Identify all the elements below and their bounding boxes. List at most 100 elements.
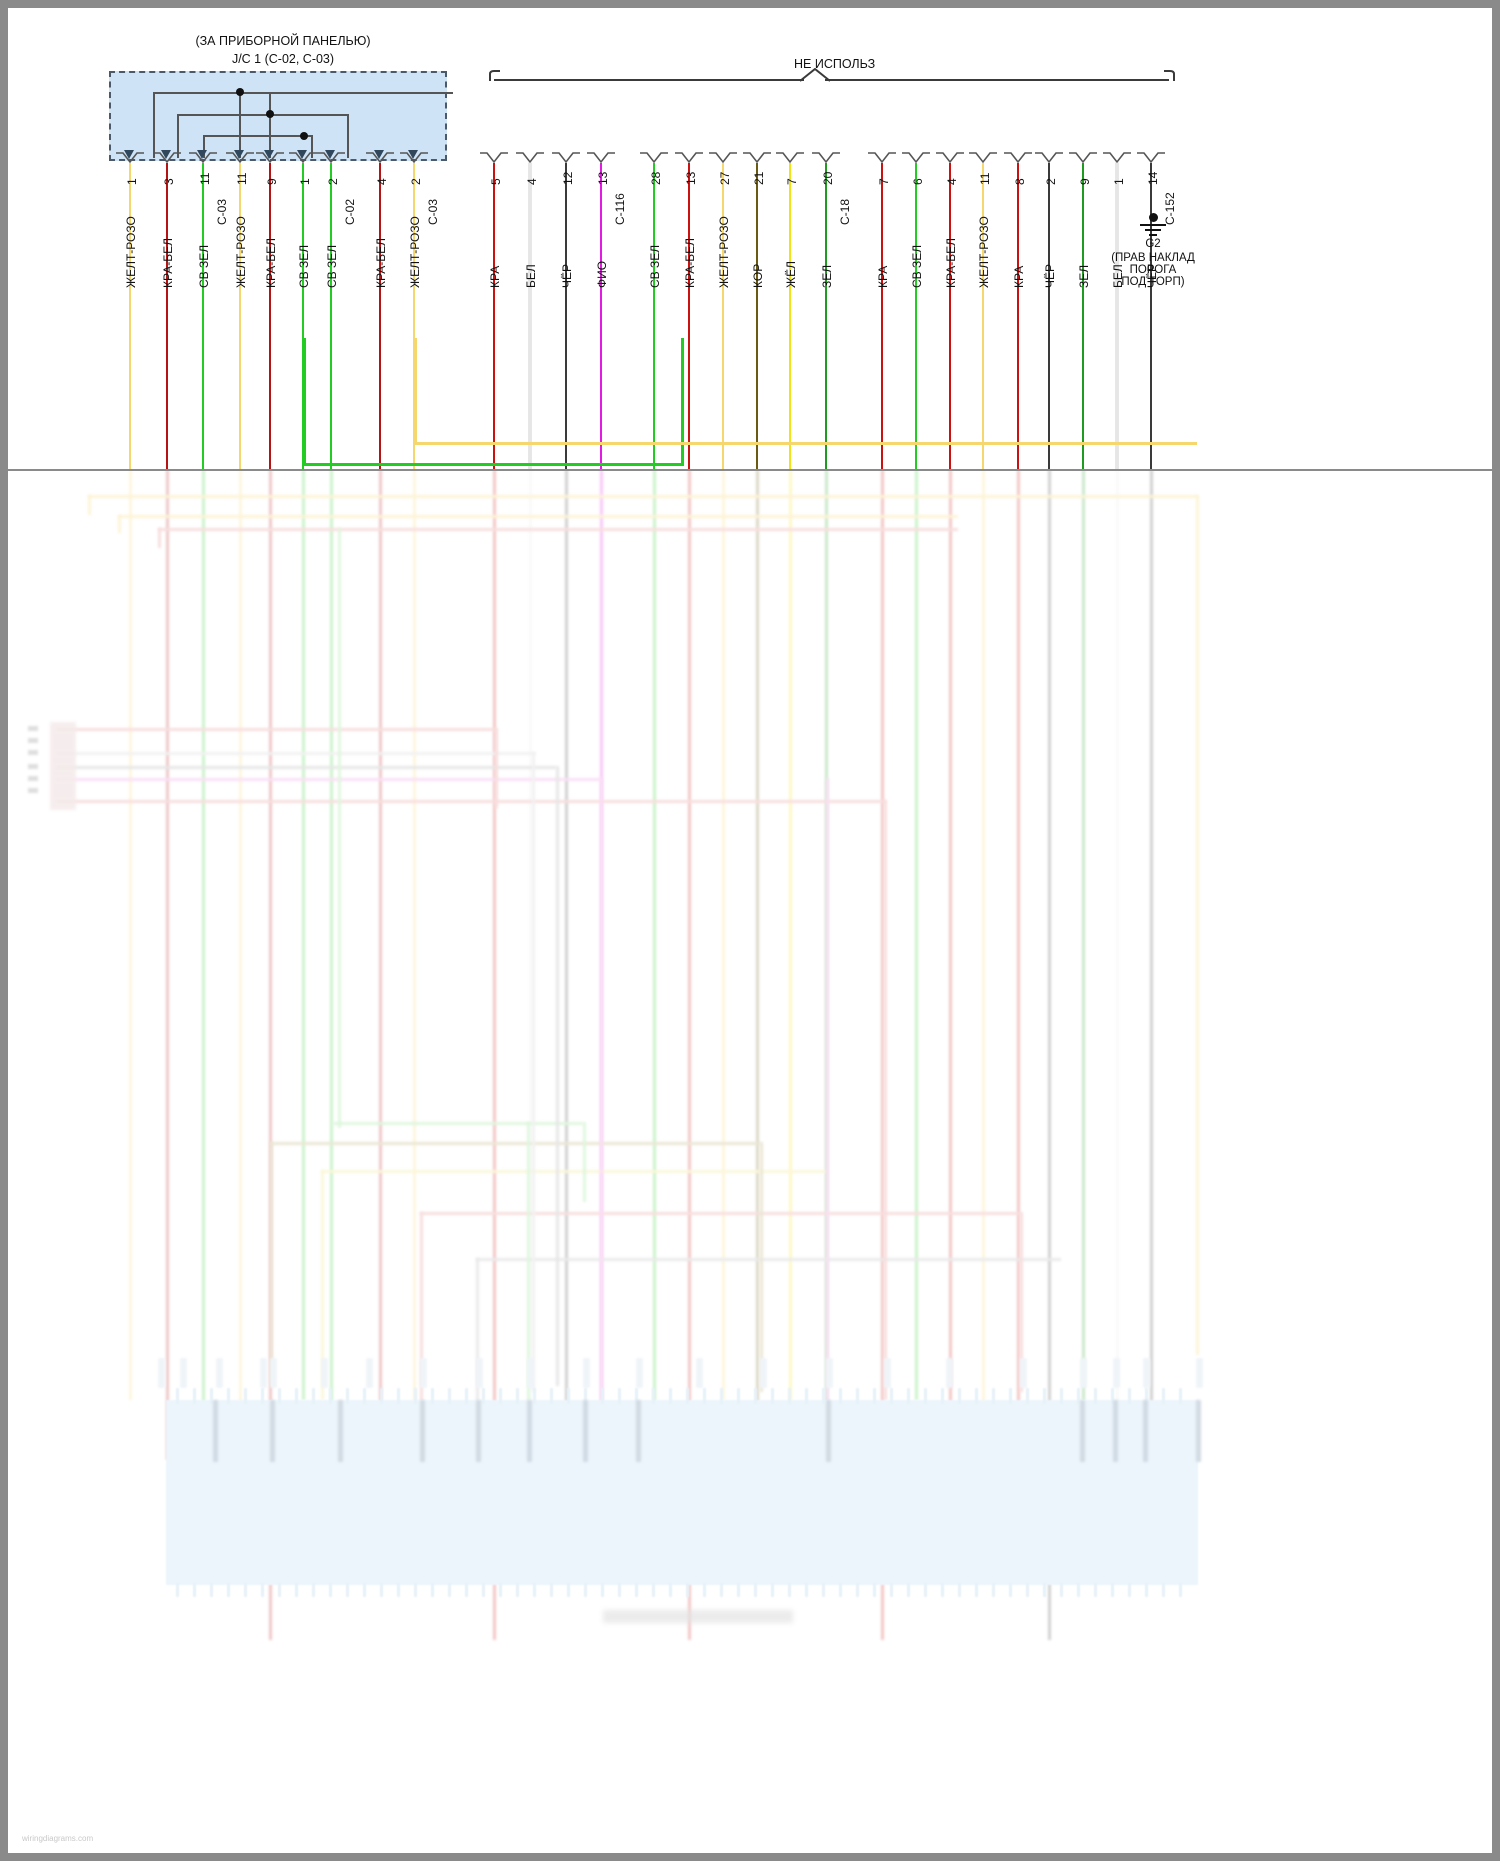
wire-line xyxy=(330,163,332,470)
bottom-connector-pin xyxy=(1060,1388,1063,1404)
wire-pin-number: 9 xyxy=(265,178,279,185)
connector-notch-icon xyxy=(1069,152,1097,164)
connector-notch-icon xyxy=(153,152,181,164)
wire-pin-number: 13 xyxy=(684,171,698,185)
unused-group-end-right-icon xyxy=(1164,70,1175,81)
jc-arrow xyxy=(264,150,274,159)
bottom-connector-pin xyxy=(737,1583,740,1597)
faded-terminal-stub xyxy=(636,1358,643,1388)
wire-color-label: КРА xyxy=(1012,265,1026,288)
bottom-connector-pin xyxy=(584,1388,587,1404)
bottom-connector-pin xyxy=(261,1388,264,1404)
route-yellow-h xyxy=(414,442,1197,445)
bottom-connector-pin xyxy=(771,1583,774,1597)
wire-line xyxy=(915,163,917,470)
bottom-connector-pin xyxy=(1009,1388,1012,1404)
bottom-connector-pin xyxy=(992,1583,995,1597)
wire-line xyxy=(413,163,415,470)
faded-terminal-stub xyxy=(321,1358,328,1388)
wire-pin-number: 6 xyxy=(911,178,925,185)
wire-color-label: СВ ЗЕЛ xyxy=(197,244,211,288)
wire-line xyxy=(1150,163,1152,470)
wire-color-label: ЖЕЛТ-РОЗО xyxy=(408,216,422,288)
bottom-connector-terminal xyxy=(1143,1400,1148,1462)
bottom-connector-pin xyxy=(805,1388,808,1404)
bottom-connector-pin xyxy=(312,1388,315,1404)
bottom-connector-terminal xyxy=(1196,1400,1201,1462)
faded-drop xyxy=(583,1122,586,1202)
bottom-connector-pin xyxy=(1162,1583,1165,1597)
bottom-connector-pin xyxy=(227,1583,230,1597)
connector-notch-icon xyxy=(256,152,284,164)
left-connector-pin xyxy=(28,750,38,755)
bottom-connector-pin xyxy=(890,1388,893,1404)
bottom-connector-pin xyxy=(686,1583,689,1597)
connector-notch-icon xyxy=(226,152,254,164)
wire-pin-number: 5 xyxy=(489,178,503,185)
jc-arrow xyxy=(124,150,134,159)
faded-route xyxy=(476,1258,1061,1261)
wire-color-label: ЖЕЛТ-РОЗО xyxy=(717,216,731,288)
bottom-connector-pin xyxy=(788,1388,791,1404)
bottom-connector-pin xyxy=(788,1583,791,1597)
bottom-connector-terminal xyxy=(476,1400,481,1462)
faded-terminal-stub xyxy=(1020,1358,1027,1388)
bottom-connector-pin xyxy=(346,1388,349,1404)
bottom-connector-pin xyxy=(618,1583,621,1597)
jc-bus-2-right xyxy=(347,114,349,158)
connector-notch-icon xyxy=(289,152,317,164)
bottom-connector-terminal xyxy=(1080,1400,1085,1462)
bottom-connector-pin xyxy=(516,1583,519,1597)
bottom-connector-pin xyxy=(618,1388,621,1404)
bottom-connector-pin xyxy=(1043,1388,1046,1404)
faded-route xyxy=(420,1212,1020,1215)
faded-route xyxy=(56,778,601,781)
faded-terminal-stub xyxy=(760,1358,767,1388)
faded-drop xyxy=(420,1212,423,1402)
bottom-connector-pin xyxy=(397,1583,400,1597)
bottom-connector-pin xyxy=(975,1583,978,1597)
bottom-connector-pin xyxy=(278,1583,281,1597)
bottom-connector-pin xyxy=(1111,1388,1114,1404)
bottom-connector-pin xyxy=(210,1388,213,1404)
junction-dot-2 xyxy=(266,110,274,118)
connector-notch-icon xyxy=(1103,152,1131,164)
bottom-connector-pin xyxy=(1094,1388,1097,1404)
wire-pin-number: 21 xyxy=(752,171,766,185)
left-connector-pin xyxy=(28,776,38,781)
faded-wire xyxy=(788,470,792,1520)
jc-bus-1-left xyxy=(153,92,155,158)
bottom-connector-pin xyxy=(380,1388,383,1404)
wire-line xyxy=(129,163,131,470)
connector-notch-icon xyxy=(812,152,840,164)
faded-terminal-stub xyxy=(270,1358,277,1388)
connector-notch-icon xyxy=(480,152,508,164)
wire-line xyxy=(722,163,724,470)
faded-terminal-stub xyxy=(884,1358,891,1388)
jc-arrow xyxy=(197,150,207,159)
junction-block-jc1 xyxy=(109,71,447,161)
faded-wire xyxy=(201,470,205,1520)
wire-pin-number: 27 xyxy=(718,171,732,185)
left-connector-pin xyxy=(28,726,38,731)
bottom-connector-pin xyxy=(703,1583,706,1597)
faded-wire xyxy=(492,470,496,1640)
faded-drop xyxy=(88,495,91,515)
bottom-connector-pin xyxy=(261,1583,264,1597)
bottom-connector-pin xyxy=(465,1388,468,1404)
faded-wire xyxy=(981,470,985,1520)
bottom-connector-pin xyxy=(448,1583,451,1597)
wire-line xyxy=(565,163,567,470)
bottom-connector-pin xyxy=(907,1583,910,1597)
bottom-connector-pin xyxy=(482,1583,485,1597)
bottom-connector-pin xyxy=(1026,1583,1029,1597)
faded-lower-section xyxy=(8,470,1492,1853)
wire-color-label: БЕЛ xyxy=(524,264,538,288)
wire-line xyxy=(269,163,271,470)
faded-drop xyxy=(1020,1212,1023,1392)
ground-note-line1: (ПРАВ НАКЛАД xyxy=(1111,252,1195,264)
bottom-connector-caption xyxy=(603,1610,793,1623)
bottom-connector-pin xyxy=(652,1388,655,1404)
faded-terminal-stub xyxy=(826,1358,833,1388)
wire-pin-number: 1 xyxy=(1112,178,1126,185)
